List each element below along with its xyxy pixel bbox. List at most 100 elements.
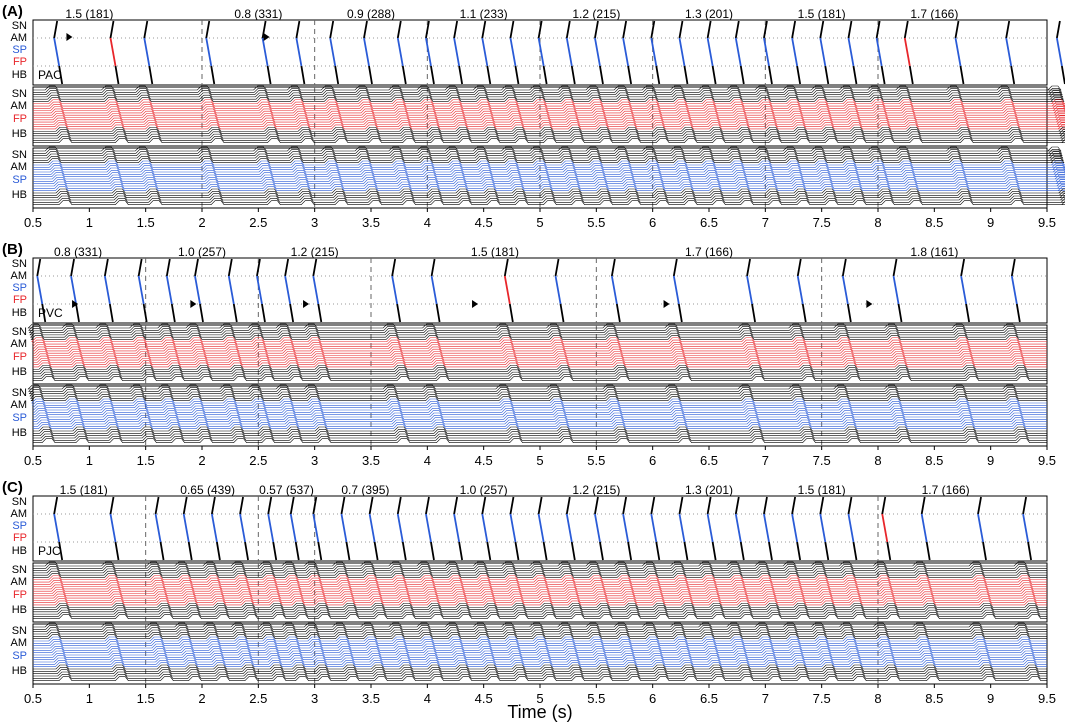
beat-node: [329, 37, 337, 67]
fp-ladder-trace: [33, 369, 1047, 375]
sp-ladder-trace: [33, 639, 1047, 644]
row-label-sn: SN: [12, 149, 27, 161]
row-label-am: AM: [11, 508, 28, 520]
beat-hb: [959, 65, 965, 85]
sp-ladder-trace: [33, 186, 1065, 191]
sp-ladder-trace: [33, 646, 1047, 651]
segment-label: 1.7 (166): [910, 7, 958, 21]
beat-node: [847, 513, 855, 543]
sp-ladder-trace: [31, 398, 1047, 404]
sp-ladder-trace: [33, 627, 1047, 632]
beat-sn: [154, 496, 160, 515]
beat-node: [312, 513, 320, 543]
beat-sn: [363, 20, 368, 39]
fp-ladder-trace: [33, 596, 1047, 601]
x-tick-label: 8: [874, 691, 881, 706]
premature-marker: [303, 300, 310, 308]
beat-sn: [954, 20, 960, 39]
beat-hb: [846, 303, 852, 323]
beat-node: [537, 37, 545, 67]
trace-label-pac: PAC: [38, 68, 62, 82]
sp-ladder-trace: [33, 636, 1047, 642]
beat-hb: [751, 303, 756, 323]
beat-node: [565, 513, 573, 543]
beat-hb: [711, 541, 717, 561]
fp-ladder-trace: [33, 607, 1047, 613]
beat-hb: [599, 65, 604, 85]
beat-sn: [430, 258, 436, 277]
segment-label: 1.0 (257): [460, 483, 508, 497]
beat-sn: [239, 496, 244, 515]
beat-sn: [610, 258, 616, 277]
sp-ladder-trace: [31, 401, 1047, 406]
beat-hb: [300, 65, 306, 85]
beat-sn: [734, 20, 740, 39]
row-label-hb: HB: [12, 665, 27, 677]
beat-node: [391, 275, 399, 305]
beat-sn: [256, 258, 261, 277]
x-tick-label: 3: [311, 453, 318, 468]
beat-sn: [1005, 20, 1011, 39]
beat-sn: [312, 258, 318, 277]
beat-hb: [232, 303, 238, 323]
row-label-am: AM: [11, 399, 28, 411]
row-label-sp: SP: [12, 650, 27, 662]
segment-label: 1.1 (233): [460, 7, 508, 21]
sp-ladder-trace: [33, 195, 1065, 201]
x-tick-label: 4.5: [475, 453, 493, 468]
sp-ladder-trace: [30, 396, 1047, 401]
segment-label: 0.8 (331): [234, 7, 282, 21]
beat-sn: [36, 258, 42, 277]
plot-frame-B-2: [32, 385, 1048, 447]
row-label-fp: FP: [13, 589, 27, 601]
fp-ladder-trace: [33, 355, 1047, 361]
sp-ladder-trace: [33, 674, 1047, 679]
beat-sn: [227, 258, 233, 277]
beat-sn: [340, 496, 346, 515]
row-label-sp: SP: [12, 174, 27, 186]
beat-sn: [734, 496, 740, 515]
beat-sn: [594, 496, 599, 515]
beat-node: [182, 513, 190, 543]
beat-hb: [886, 541, 892, 561]
fp-ladder-trace: [30, 335, 1047, 340]
fp-ladder-trace: [33, 113, 1065, 118]
beat-sn: [554, 258, 560, 277]
fp-ladder-trace: [33, 110, 1065, 116]
beat-node: [672, 275, 680, 305]
beat-hb: [683, 65, 689, 85]
beat-sn: [796, 258, 802, 277]
row-label-sp: SP: [12, 412, 27, 424]
x-tick-label: 2.5: [249, 691, 267, 706]
sp-ladder-trace: [33, 622, 1047, 628]
beat-sn: [903, 20, 909, 39]
beat-node: [137, 275, 145, 305]
x-tick-label: 7.5: [813, 691, 831, 706]
beat-sn: [109, 496, 115, 515]
beat-hb: [289, 303, 295, 323]
beat-node: [284, 275, 292, 305]
sp-ladder-trace: [33, 625, 1047, 630]
sp-ladder-trace: [33, 170, 1065, 175]
beat-hb: [677, 303, 683, 323]
fp-ladder-trace: [33, 371, 1047, 377]
sp-ladder-trace: [33, 415, 1047, 420]
beat-sn: [368, 496, 374, 515]
beat-node: [610, 275, 618, 305]
beat-node: [211, 513, 218, 543]
x-tick-label: 5.5: [587, 453, 605, 468]
fp-ladder-trace: [33, 124, 1065, 130]
beat-node: [960, 275, 968, 305]
sp-ladder-trace: [33, 657, 1047, 663]
x-tick-label: 1.5: [137, 215, 155, 230]
fp-ladder-trace: [33, 346, 1047, 352]
beat-sn: [53, 496, 59, 515]
beat-node: [396, 513, 404, 543]
segment-label: 1.7 (166): [922, 483, 970, 497]
beat-node: [109, 513, 117, 543]
beat-hb: [317, 303, 323, 323]
beat-hb: [170, 303, 176, 323]
sp-ladder-trace: [33, 419, 1047, 425]
beat-sn: [678, 20, 684, 39]
sp-ladder-trace: [33, 200, 1065, 205]
